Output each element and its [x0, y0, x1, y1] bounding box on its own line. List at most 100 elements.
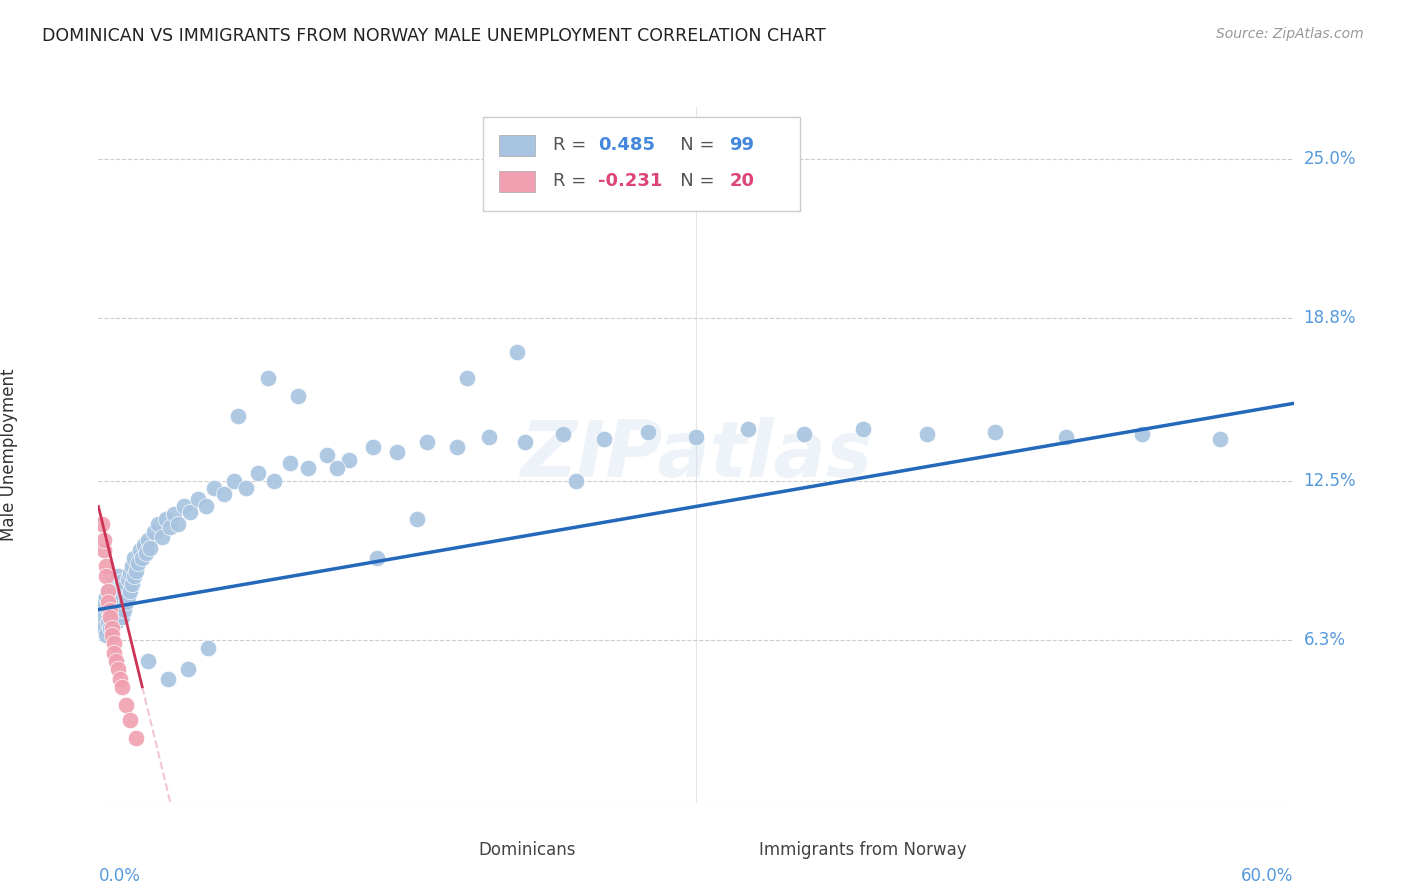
Text: R =: R = — [553, 136, 592, 154]
Point — [143, 525, 166, 540]
Point — [163, 507, 186, 521]
Point — [339, 453, 360, 467]
Point — [1130, 427, 1153, 442]
Point — [179, 505, 201, 519]
Point — [226, 409, 249, 424]
Point — [96, 569, 118, 583]
Text: N =: N = — [662, 172, 720, 191]
Point — [111, 592, 134, 607]
Point — [167, 517, 190, 532]
Point — [101, 590, 124, 604]
Point — [112, 584, 135, 599]
Point — [1054, 430, 1078, 444]
Point — [263, 474, 285, 488]
Point — [111, 680, 134, 694]
Point — [202, 482, 225, 496]
Point — [173, 500, 195, 514]
Point — [157, 672, 180, 686]
Point — [124, 551, 146, 566]
Point — [135, 546, 157, 560]
Point — [93, 543, 115, 558]
Point — [125, 731, 148, 746]
Point — [150, 530, 173, 544]
Text: N =: N = — [662, 136, 720, 154]
FancyBboxPatch shape — [499, 135, 534, 156]
Point — [793, 427, 815, 442]
Point — [101, 576, 124, 591]
Point — [737, 422, 759, 436]
Point — [685, 430, 707, 444]
Point — [194, 500, 218, 514]
Point — [120, 566, 142, 581]
Point — [366, 551, 388, 566]
Point — [131, 551, 153, 566]
FancyBboxPatch shape — [484, 118, 800, 211]
Point — [96, 628, 118, 642]
Text: 60.0%: 60.0% — [1241, 867, 1294, 885]
Text: 6.3%: 6.3% — [1303, 632, 1346, 649]
Point — [136, 654, 159, 668]
Point — [107, 662, 129, 676]
Point — [915, 427, 938, 442]
Point — [111, 574, 134, 589]
Point — [1209, 433, 1232, 447]
Point — [98, 621, 122, 635]
Point — [297, 460, 319, 475]
Point — [97, 584, 120, 599]
Point — [129, 543, 152, 558]
Point — [97, 595, 120, 609]
Point — [287, 389, 309, 403]
Text: 20: 20 — [730, 172, 755, 191]
Point — [105, 595, 128, 609]
Point — [103, 636, 125, 650]
Point — [98, 595, 122, 609]
Point — [326, 460, 349, 475]
Text: Dominicans: Dominicans — [478, 841, 576, 859]
Point — [103, 646, 125, 660]
Text: 0.485: 0.485 — [598, 136, 655, 154]
Point — [363, 440, 385, 454]
Text: DOMINICAN VS IMMIGRANTS FROM NORWAY MALE UNEMPLOYMENT CORRELATION CHART: DOMINICAN VS IMMIGRANTS FROM NORWAY MALE… — [42, 27, 825, 45]
FancyBboxPatch shape — [499, 171, 534, 192]
Point — [98, 602, 122, 616]
Text: 25.0%: 25.0% — [1303, 150, 1355, 168]
Point — [120, 584, 142, 599]
Point — [852, 422, 875, 436]
Point — [197, 641, 219, 656]
Point — [93, 621, 115, 635]
Point — [121, 576, 143, 591]
Point — [98, 610, 122, 624]
Point — [446, 440, 468, 454]
Point — [101, 621, 124, 635]
Point — [127, 556, 149, 570]
Point — [110, 672, 132, 686]
Point — [101, 628, 124, 642]
Text: Male Unemployment: Male Unemployment — [0, 368, 18, 541]
Point — [456, 370, 478, 384]
Point — [121, 558, 143, 573]
Text: 18.8%: 18.8% — [1303, 310, 1355, 327]
Text: 0.0%: 0.0% — [98, 867, 141, 885]
Point — [155, 512, 177, 526]
Point — [212, 486, 235, 500]
Point — [187, 491, 209, 506]
Point — [316, 448, 339, 462]
Point — [406, 512, 429, 526]
Point — [120, 714, 142, 728]
Point — [222, 474, 245, 488]
Point — [96, 590, 118, 604]
Point — [478, 430, 501, 444]
Point — [110, 599, 132, 614]
Point — [565, 474, 588, 488]
Text: Source: ZipAtlas.com: Source: ZipAtlas.com — [1216, 27, 1364, 41]
Point — [115, 595, 138, 609]
Point — [124, 569, 146, 583]
Point — [139, 541, 162, 555]
Point — [983, 425, 1005, 439]
Text: Immigrants from Norway: Immigrants from Norway — [759, 841, 967, 859]
Point — [256, 370, 278, 384]
Point — [91, 517, 114, 532]
Point — [103, 584, 125, 599]
Point — [110, 582, 132, 596]
FancyBboxPatch shape — [709, 845, 741, 864]
